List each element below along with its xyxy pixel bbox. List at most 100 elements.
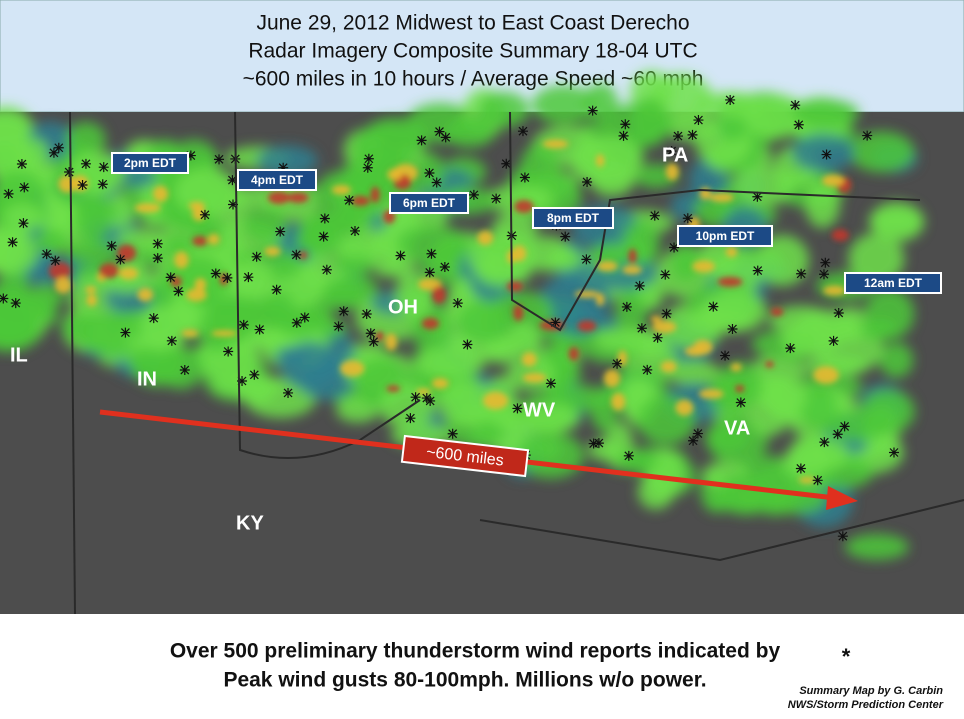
wind-report-mark <box>405 413 416 424</box>
wind-report-mark <box>832 429 843 440</box>
wind-report-mark <box>727 323 738 334</box>
radar-cell <box>735 385 745 393</box>
radar-cell <box>174 251 189 269</box>
arrow-label-group: ~600 miles <box>400 434 530 478</box>
radar-cell <box>3 203 42 231</box>
wind-report-mark <box>120 327 131 338</box>
wind-report-mark <box>50 255 61 266</box>
time-label-box <box>111 152 189 174</box>
radar-cell <box>665 163 679 181</box>
radar-cell <box>730 363 742 372</box>
wind-report-mark <box>222 272 233 283</box>
radar-cell <box>660 361 677 373</box>
radar-cell <box>813 366 839 384</box>
radar-green <box>0 70 925 560</box>
radar-cell <box>54 276 72 294</box>
time-label-box <box>532 207 614 229</box>
radar-cell <box>485 184 553 215</box>
wind-report-mark <box>291 317 302 328</box>
wind-report-mark <box>106 240 117 251</box>
radar-cell <box>192 236 208 246</box>
time-label: 12am EDT <box>864 276 923 290</box>
wind-report-mark <box>682 213 693 224</box>
radar-cell <box>594 327 660 353</box>
wind-report-mark <box>821 149 832 160</box>
wind-report-mark <box>785 343 796 354</box>
wind-report-mark <box>227 175 238 186</box>
time-label: 10pm EDT <box>696 229 755 243</box>
radar-cell <box>396 225 469 263</box>
radar-cell <box>386 385 401 392</box>
radar-cell <box>432 286 446 304</box>
radar-cell <box>717 276 743 287</box>
radar-cell <box>86 294 97 307</box>
wind-report-mark <box>462 339 473 350</box>
header-line: ~600 miles in 10 hours / Average Speed ~… <box>243 68 704 91</box>
wind-report-mark <box>468 189 479 200</box>
wind-report-mark <box>837 531 848 542</box>
wind-report-mark <box>669 242 680 253</box>
radar-cell <box>0 291 55 323</box>
radar-cell <box>478 91 530 128</box>
radar-cell <box>603 369 621 388</box>
wind-report-mark <box>434 126 445 137</box>
radar-cell <box>622 265 642 275</box>
wind-report-mark <box>173 286 184 297</box>
wind-report-mark <box>447 428 458 439</box>
wind-report-mark <box>725 94 736 105</box>
wind-report-mark <box>237 375 248 386</box>
radar-cell <box>506 281 523 292</box>
wind-report-mark <box>223 346 234 357</box>
wind-report-mark <box>649 210 660 221</box>
wind-report-mark <box>828 335 839 346</box>
wind-report-mark <box>735 397 746 408</box>
wind-report-mark <box>10 298 21 309</box>
radar-cell <box>699 290 768 333</box>
state-labels: PA OH IL IN WV VA KY <box>10 144 750 534</box>
radar-cell <box>147 278 177 309</box>
time-label: 8pm EDT <box>547 211 600 225</box>
radar-cell <box>848 233 905 285</box>
state-label: OH <box>388 296 418 318</box>
border <box>69 111 76 615</box>
radar-cell <box>611 392 626 411</box>
radar-cell <box>670 192 700 221</box>
wind-report-mark <box>0 293 9 304</box>
wind-report-mark <box>491 193 502 204</box>
radar-cell <box>65 121 106 159</box>
radar-cell <box>507 322 542 355</box>
radar-cell <box>757 380 808 414</box>
wind-report-mark <box>210 268 221 279</box>
wind-report-mark <box>424 167 435 178</box>
radar-cell <box>340 360 365 377</box>
wind-report-mark <box>53 142 64 153</box>
wind-report-mark <box>790 100 801 111</box>
radar-cell <box>791 99 860 128</box>
radar-cell <box>331 185 351 195</box>
radar-cell <box>194 278 207 291</box>
radar-cell <box>104 268 161 294</box>
radar-cell <box>233 258 273 294</box>
credit-line: Summary Map by G. Carbin <box>799 685 943 697</box>
radar-cell <box>823 285 846 296</box>
radar-cell <box>186 288 207 302</box>
radar-cell <box>375 331 385 341</box>
radar-cell <box>650 315 662 323</box>
wind-report-mark <box>64 167 75 178</box>
wind-report-mark <box>243 272 254 283</box>
radar-cell <box>385 333 398 351</box>
radar-cell <box>671 242 701 282</box>
radar-cell <box>85 286 97 294</box>
wind-report-mark <box>692 428 703 439</box>
radar-cell <box>0 114 31 146</box>
wind-report-mark <box>338 306 349 317</box>
radar-cell <box>158 346 204 390</box>
radar-cell <box>615 290 647 338</box>
wind-report-mark <box>152 238 163 249</box>
state-label: WV <box>523 399 556 421</box>
wind-report-mark <box>687 129 698 140</box>
radar-cell <box>294 227 342 254</box>
radar-cell <box>264 246 281 257</box>
wind-report-mark <box>7 237 18 248</box>
